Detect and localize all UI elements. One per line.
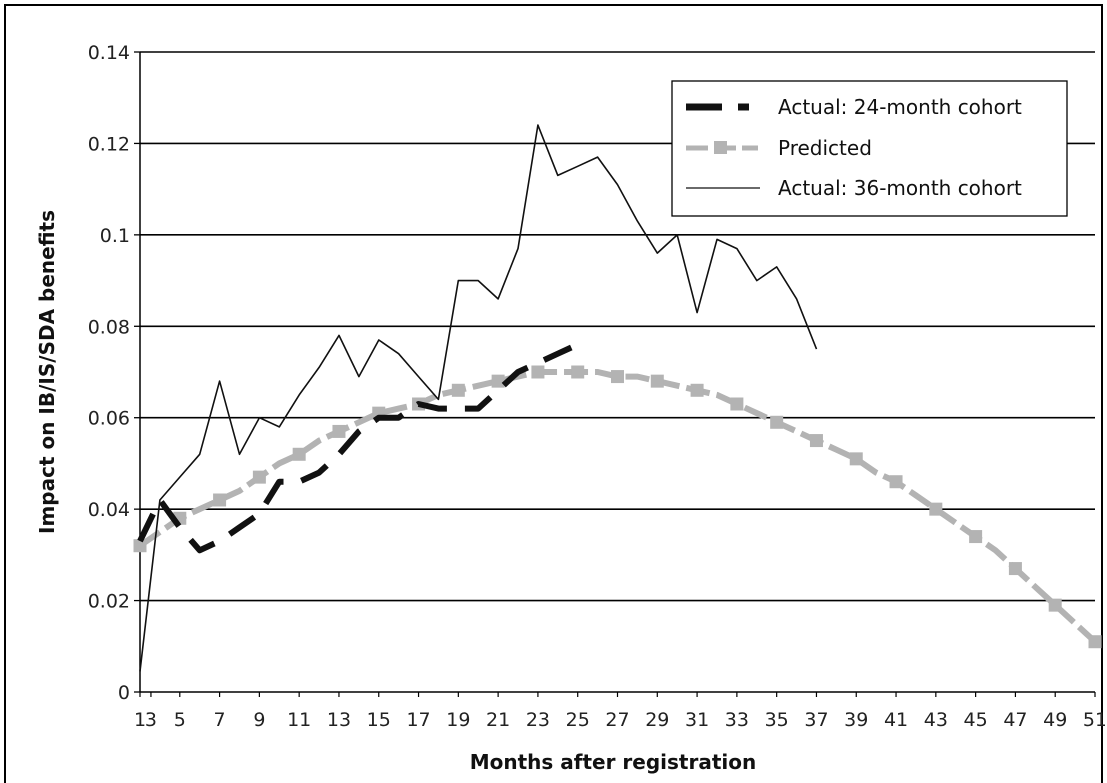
series-line-36-month [139,124,818,672]
predicted-point [451,383,465,397]
predicted-point [730,397,744,411]
x-tick-label: 9 [253,709,265,731]
predicted-point [969,530,983,544]
x-tick-labels: 13 5 7 9 11 13 15 17 19 21 23 25 27 29 31 33 35 37 39 41 43 4… [134,709,1105,731]
x-tick-label: 21 [486,709,510,731]
x-tick-label: 41 [884,709,908,731]
predicted-point [770,415,784,429]
predicted-point [531,365,545,379]
predicted-point [929,502,943,516]
y-tick-labels: 0 0.02 0.04 0.06 0.08 0.1 0.12 0.14 [88,42,130,704]
predicted-point [252,470,266,484]
predicted-point [611,370,624,384]
legend-box [671,80,1068,217]
x-tick-label: 39 [844,709,868,731]
x-tick-label: 35 [765,709,789,731]
y-tick-label: 0.02 [88,591,130,613]
x-tick-label: 45 [964,709,988,731]
predicted-point [1088,635,1102,649]
axes [134,51,1096,697]
legend-label-36-month: Actual: 36-month cohort [778,176,1022,200]
legend-label-predicted: Predicted [778,136,872,160]
y-tick-label: 0.12 [88,133,130,155]
x-tick-label: 47 [1003,709,1027,731]
x-tick-label: 19 [446,709,470,731]
legend-swatch-predicted-marker [714,141,727,154]
y-tick-label: 0.04 [88,499,130,521]
predicted-point [1008,562,1022,576]
x-tick-label: 23 [526,709,550,731]
x-tick-label: 1 [134,709,146,731]
legend: Actual: 24-month cohort Predicted Actual… [671,80,1068,217]
series-lines [133,124,1102,672]
x-tick-label: 31 [685,709,709,731]
line-chart: 00.020.040.060.080.10.120.14 13 5 7 9 11 13 15… [35,42,1105,774]
legend-label-24-month: Actual: 24-month cohort [778,95,1022,119]
x-tick-label: 51 [1083,709,1105,731]
x-tick-label: 7 [214,709,226,731]
x-tick-label: 17 [406,709,430,731]
predicted-point [292,447,306,461]
predicted-point [491,374,505,388]
x-tick-label: 29 [645,709,669,731]
y-tick-label: 0.08 [88,316,130,338]
y-tick-label: 0 [118,682,130,704]
gridlines [140,51,1095,602]
predicted-point [809,434,823,448]
x-tick-label: 27 [605,709,629,731]
x-tick-label: 49 [1043,709,1067,731]
x-tick-label: 37 [804,709,828,731]
y-tick-label: 0.06 [88,408,130,430]
predicted-point [889,475,903,489]
predicted-point [1048,598,1062,612]
x-tick-label: 43 [924,709,948,731]
predicted-point [650,374,664,388]
x-tick-label: 11 [287,709,311,731]
predicted-point [133,539,147,553]
predicted-point [213,493,227,507]
predicted-point [690,383,704,397]
x-axis-title: Months after registration [470,750,757,774]
x-tick-label: 15 [367,709,391,731]
x-tick-label: 13 [327,709,351,731]
predicted-point [849,452,863,466]
y-tick-label: 0.1 [100,225,130,247]
predicted-point [571,365,585,379]
predicted-point [332,424,346,438]
y-axis-title: Impact on IB/IS/SDA benefits [35,210,59,534]
x-tick-label: 5 [174,709,186,731]
y-tick-label: 0.14 [88,42,130,64]
chart-frame: 0 0.02 0.04 0.06 0.08 0.1 0.12 0.14 1 3 5 7 9 11 13 15… [4,4,1105,783]
x-tick-label: 3 [145,709,157,731]
x-tick-label: 33 [725,709,749,731]
x-tick-label: 25 [566,709,590,731]
series-line-24-month [137,341,579,554]
